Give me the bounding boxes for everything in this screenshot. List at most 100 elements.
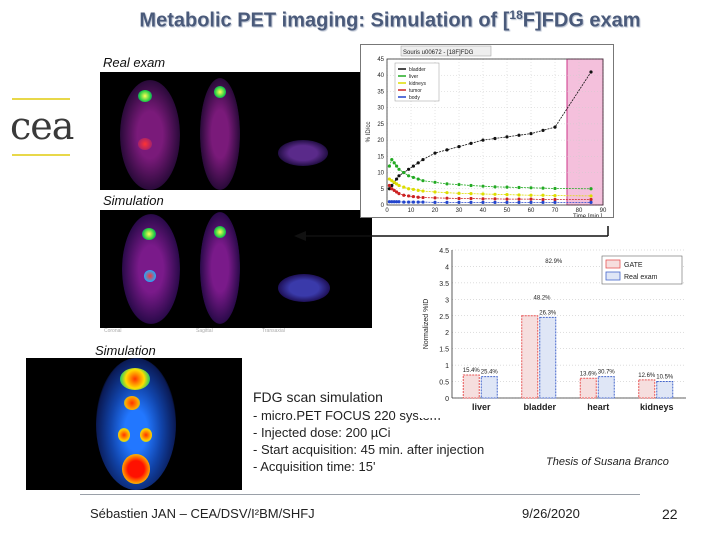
line-chart-box: Souris u00672 - [18F]FDG 0 5 10 15 20 25 30 35 40… (360, 44, 614, 220)
x-tick-label: 40 (480, 208, 487, 214)
view-label-transaxial: Transaxial (262, 328, 285, 334)
data-point-kidneys (390, 179, 394, 183)
data-point-body (397, 200, 401, 204)
data-point-liver (402, 170, 406, 175)
x-tick-label: 0 (385, 208, 389, 214)
large-brain (120, 368, 150, 390)
data-point-liver (411, 175, 415, 180)
data-point-liver (395, 164, 399, 168)
y-tick-label: 15 (377, 154, 384, 160)
data-point-body (402, 200, 406, 204)
data-point-body (517, 200, 521, 205)
data-point-body (505, 200, 509, 205)
legend-label-Real exam: Real exam (624, 274, 658, 281)
data-point-kidneys (402, 185, 406, 189)
chart-title: Souris u00672 - [18F]FDG (403, 50, 474, 56)
data-point-liver (407, 174, 411, 178)
data-point-bladder (589, 70, 593, 74)
data-point-bladder (505, 135, 509, 139)
data-point-body (421, 200, 425, 204)
bar-GATE-kidneys (638, 379, 656, 399)
data-point-tumor (392, 188, 396, 192)
data-point-tumor (433, 196, 437, 200)
y-tick-label: 3.5 (439, 281, 449, 288)
x-tick-label: 90 (600, 208, 607, 214)
legend-label-bladder: bladder (409, 67, 426, 73)
y-tick-label: 0 (445, 396, 449, 403)
data-point-kidneys (469, 192, 473, 196)
x-tick-label: 60 (528, 208, 535, 214)
footer-date: 9/26/2020 (522, 506, 580, 521)
series-line-kidneys (389, 178, 592, 197)
bar-Real exam-kidneys (656, 381, 674, 399)
data-point-body (387, 200, 391, 204)
series-line-bladder (389, 71, 592, 190)
data-point-body (445, 200, 449, 205)
data-point-liver (397, 167, 401, 171)
data-point-tumor (421, 195, 425, 200)
y-tick-label: 35 (377, 89, 384, 95)
y-tick-label: 1 (445, 363, 449, 370)
data-point-bladder (493, 136, 497, 141)
data-point-tumor (541, 197, 545, 202)
data-point-kidneys (445, 191, 449, 195)
legend-label-tumor: tumor (409, 88, 422, 94)
data-point-tumor (387, 183, 391, 188)
y-tick-label: 4 (445, 264, 449, 271)
bar-chart-box: 0 0.5 1 1.5 2 2.5 3 3.5 4 4.5 Normalized %ID 15.4% 2… (418, 246, 690, 418)
data-point-tumor (517, 197, 521, 201)
y-axis-label: % ID/cc (366, 122, 372, 143)
y-tick-label: 5 (381, 187, 385, 193)
time-activity-chart: Souris u00672 - [18F]FDG 0 5 10 15 20 25 30 35 40… (366, 45, 607, 220)
data-point-liver (421, 179, 425, 183)
x-axis-label: Time [min.] (573, 214, 603, 217)
data-point-kidneys (411, 187, 415, 192)
data-point-kidneys (517, 193, 521, 197)
cea-logo: cea (10, 104, 74, 148)
data-point-liver (392, 161, 396, 165)
y-tick-label: 0.5 (439, 380, 449, 387)
data-point-tumor (402, 193, 406, 197)
data-point-tumor (505, 197, 509, 201)
data-point-tumor (416, 195, 420, 199)
data-point-bladder (395, 177, 399, 181)
data-point-liver (553, 186, 557, 191)
data-point-kidneys (493, 192, 497, 196)
footer-page: 22 (662, 506, 678, 522)
data-point-tumor (411, 194, 415, 199)
data-point-tumor (481, 197, 485, 201)
data-point-liver (493, 185, 497, 189)
x-tick-label: 30 (456, 208, 463, 214)
bar-label-GATE: 15.4% (463, 368, 481, 374)
category-label-liver: liver (472, 402, 491, 412)
data-point-liver (433, 180, 437, 184)
x-tick-label: 20 (432, 208, 439, 214)
data-point-bladder (481, 138, 485, 142)
series-line-tumor (389, 185, 591, 200)
data-point-liver (517, 185, 521, 190)
large-kidney-left (118, 428, 130, 442)
data-point-tumor (553, 197, 557, 202)
sim-coronal-bladder (144, 270, 156, 282)
annotation: 48.2% (533, 295, 551, 301)
desc-item: - Acquisition time: 15' (253, 459, 376, 474)
bar-GATE-heart (579, 377, 597, 399)
bar-GATE-bladder (521, 315, 539, 399)
logo-line-top (12, 98, 70, 100)
bar-GATE-liver (462, 374, 480, 399)
x-tick-label: 50 (504, 208, 511, 214)
slide-title: Metabolic PET imaging: Simulation of [18… (139, 8, 641, 32)
desc-item: - Start acquisition: 45 min. after injec… (253, 442, 485, 457)
data-point-liver (529, 186, 533, 190)
data-point-tumor (469, 196, 473, 201)
real-transaxial (278, 140, 328, 166)
bar-Real exam-liver (480, 376, 498, 399)
bar-label-GATE: 13.6% (580, 371, 598, 377)
data-point-body (433, 200, 437, 205)
bar-label-Real exam: 30.7% (598, 370, 616, 376)
data-point-tumor (457, 196, 461, 201)
data-point-tumor (397, 192, 401, 196)
series-line-body (389, 201, 591, 203)
data-point-liver (589, 187, 593, 191)
logo-line-bottom (12, 154, 70, 156)
